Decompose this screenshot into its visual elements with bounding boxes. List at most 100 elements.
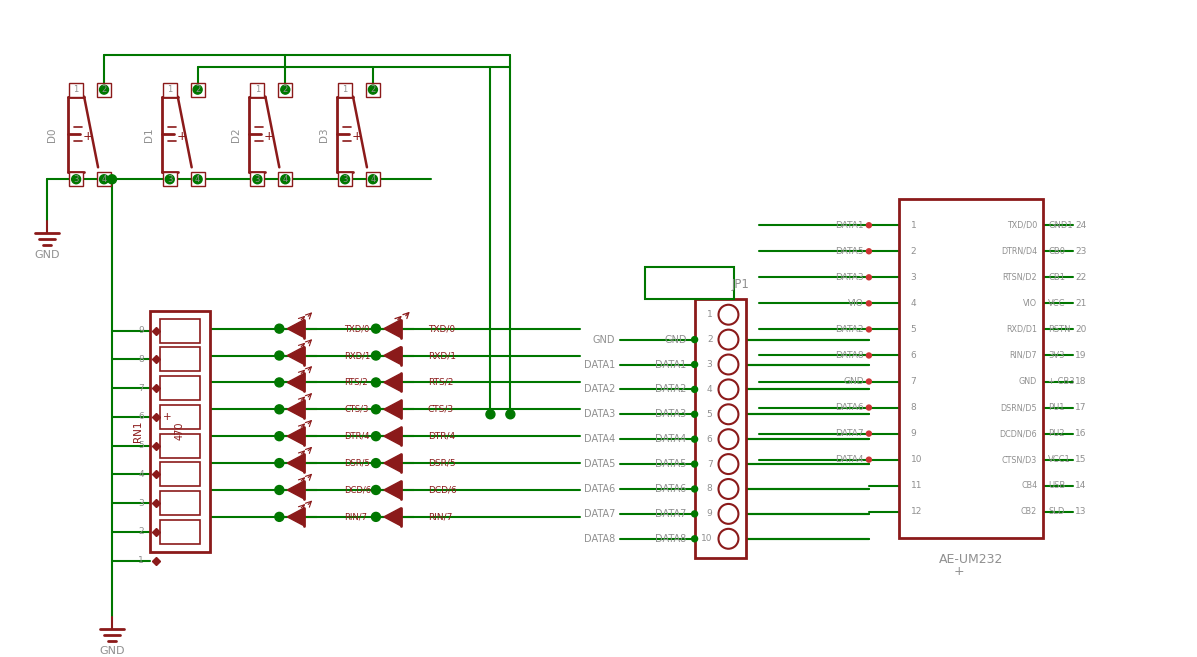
- Text: 2: 2: [102, 85, 107, 94]
- Text: D1: D1: [144, 127, 154, 142]
- Circle shape: [692, 336, 698, 342]
- Text: CTSN/D3: CTSN/D3: [1002, 455, 1037, 464]
- Text: DCD/6: DCD/6: [344, 486, 371, 495]
- Text: 19: 19: [1075, 351, 1087, 360]
- Bar: [160, 463, 200, 486]
- Circle shape: [369, 175, 377, 184]
- Polygon shape: [384, 400, 401, 419]
- Bar: [97, 172, 111, 186]
- Polygon shape: [384, 481, 401, 499]
- Text: TXD/D0: TXD/D0: [1007, 221, 1037, 230]
- Text: GND: GND: [35, 250, 60, 260]
- Circle shape: [867, 301, 871, 306]
- Circle shape: [692, 436, 698, 442]
- Circle shape: [692, 486, 698, 492]
- Text: +: +: [265, 130, 274, 143]
- Circle shape: [369, 85, 377, 94]
- Text: +: +: [352, 130, 363, 143]
- Text: 1: 1: [342, 85, 347, 94]
- Bar: [338, 172, 352, 186]
- Text: 1: 1: [138, 556, 144, 565]
- Text: RTS/2: RTS/2: [427, 378, 454, 387]
- Bar: [69, 172, 83, 186]
- Text: DATA3: DATA3: [836, 273, 864, 282]
- Text: RXD/D1: RXD/D1: [1007, 325, 1037, 334]
- Polygon shape: [384, 508, 401, 526]
- Circle shape: [371, 459, 381, 468]
- Circle shape: [341, 175, 350, 184]
- Polygon shape: [287, 347, 304, 365]
- Polygon shape: [384, 373, 401, 392]
- Text: DATA4: DATA4: [836, 455, 864, 464]
- Polygon shape: [384, 320, 401, 338]
- Text: 4: 4: [707, 385, 712, 394]
- Polygon shape: [287, 508, 304, 526]
- Text: 2: 2: [707, 335, 712, 344]
- Circle shape: [165, 175, 175, 184]
- Bar: [160, 491, 200, 515]
- Text: DATA1: DATA1: [656, 359, 687, 369]
- Text: 3: 3: [168, 175, 172, 184]
- Bar: [645, 267, 735, 299]
- Text: 3: 3: [706, 360, 712, 369]
- Text: DSR/5: DSR/5: [427, 459, 455, 468]
- Circle shape: [718, 504, 739, 524]
- Text: VCC1: VCC1: [1049, 455, 1071, 464]
- Text: + CB3: + CB3: [1049, 377, 1075, 386]
- Circle shape: [506, 410, 515, 419]
- Circle shape: [867, 457, 871, 462]
- Text: RIN/7: RIN/7: [427, 512, 452, 522]
- Text: 8: 8: [138, 355, 144, 364]
- Text: RTS/2: RTS/2: [344, 378, 367, 387]
- Text: DATA1: DATA1: [836, 221, 864, 230]
- Text: DATA2: DATA2: [584, 384, 615, 394]
- Circle shape: [718, 305, 739, 325]
- Text: TXD/0: TXD/0: [427, 324, 455, 333]
- Text: 1: 1: [706, 310, 712, 319]
- Circle shape: [867, 431, 871, 436]
- Circle shape: [193, 85, 202, 94]
- Text: 470: 470: [175, 422, 184, 440]
- Text: 23: 23: [1075, 247, 1087, 256]
- Text: 22: 22: [1075, 273, 1087, 282]
- Text: CB2: CB2: [1021, 507, 1037, 516]
- Text: 17: 17: [1075, 403, 1087, 412]
- Text: DATA7: DATA7: [584, 509, 615, 519]
- Bar: [279, 83, 292, 97]
- Text: 7: 7: [706, 460, 712, 468]
- Text: DATA8: DATA8: [584, 533, 615, 544]
- Text: 6: 6: [138, 413, 144, 421]
- Circle shape: [275, 432, 284, 441]
- Text: 2: 2: [138, 528, 144, 536]
- Text: 2: 2: [911, 247, 917, 256]
- Text: JP1: JP1: [731, 279, 749, 291]
- Text: DATA1: DATA1: [584, 359, 615, 369]
- Bar: [97, 83, 111, 97]
- Text: 15: 15: [1075, 455, 1087, 464]
- Text: DATA7: DATA7: [655, 509, 687, 519]
- Circle shape: [108, 175, 116, 184]
- Circle shape: [692, 411, 698, 417]
- Text: DATA8: DATA8: [836, 351, 864, 360]
- Text: D2: D2: [231, 127, 242, 142]
- Text: 5: 5: [706, 410, 712, 419]
- Circle shape: [275, 324, 284, 333]
- Text: 10: 10: [911, 455, 922, 464]
- Text: 4: 4: [138, 470, 144, 479]
- Circle shape: [867, 353, 871, 358]
- Text: DTR/4: DTR/4: [427, 432, 455, 441]
- Bar: [160, 434, 200, 457]
- Text: DATA5: DATA5: [836, 247, 864, 256]
- Text: PU2: PU2: [1049, 429, 1064, 438]
- Circle shape: [371, 486, 381, 495]
- Text: D3: D3: [320, 127, 329, 142]
- Bar: [69, 83, 83, 97]
- Text: GND: GND: [843, 377, 864, 386]
- Bar: [250, 83, 265, 97]
- Text: DCDN/D6: DCDN/D6: [999, 429, 1037, 438]
- Circle shape: [867, 405, 871, 410]
- Bar: [366, 83, 379, 97]
- Text: 24: 24: [1075, 221, 1087, 230]
- Circle shape: [692, 511, 698, 517]
- Polygon shape: [287, 400, 304, 419]
